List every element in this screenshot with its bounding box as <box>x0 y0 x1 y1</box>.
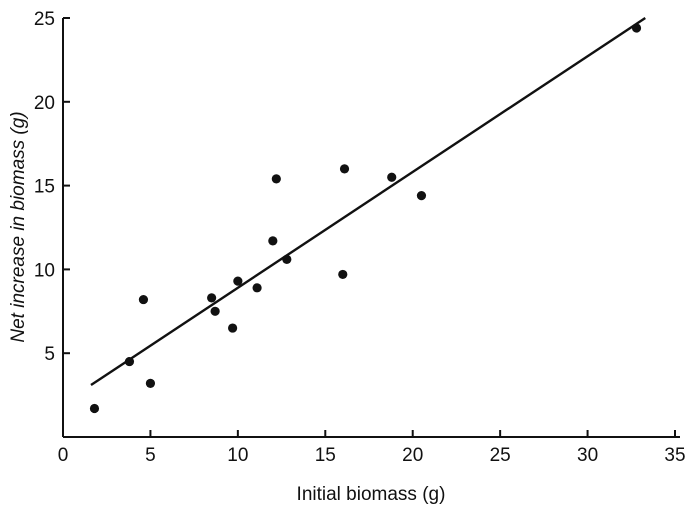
x-axis-title: Initial biomass (g) <box>297 484 446 505</box>
data-point <box>124 356 135 367</box>
x-tick-label: 0 <box>58 445 69 466</box>
y-axis-title: Net increase in biomass (g) <box>8 111 29 342</box>
x-tick-label: 5 <box>145 445 156 466</box>
data-point <box>89 403 100 414</box>
x-axis: 0 5 10 15 20 25 30 35 Initial biomass (g) <box>58 430 686 505</box>
y-ticks: 5 10 15 20 25 <box>34 9 70 365</box>
y-tick-label: 5 <box>44 344 55 365</box>
data-point <box>416 191 427 201</box>
data-point <box>282 254 292 264</box>
x-ticks: 0 5 10 15 20 25 30 35 <box>58 430 686 466</box>
data-point <box>271 174 281 184</box>
data-point <box>339 164 350 174</box>
data-point <box>338 269 348 280</box>
data-point <box>210 306 220 316</box>
x-tick-label: 10 <box>227 445 248 466</box>
data-point <box>631 23 642 33</box>
x-tick-label: 35 <box>664 445 685 466</box>
data-point <box>207 293 217 303</box>
y-axis: 5 10 15 20 25 Net increase in biomass (g) <box>8 9 70 437</box>
regression-line <box>90 16 646 387</box>
data-point <box>138 294 149 305</box>
y-tick-label: 20 <box>34 93 55 114</box>
data-point <box>268 236 278 246</box>
x-tick-label: 30 <box>577 445 598 466</box>
x-tick-label: 25 <box>490 445 511 466</box>
data-point <box>387 172 397 182</box>
x-tick-label: 15 <box>315 445 336 466</box>
data-point <box>233 276 243 286</box>
y-tick-label: 25 <box>34 9 55 30</box>
data-point <box>252 283 262 293</box>
y-tick-label: 10 <box>34 260 55 281</box>
y-tick-label: 15 <box>34 177 55 198</box>
data-points <box>89 23 642 414</box>
data-point <box>228 323 238 333</box>
plot-area <box>89 16 646 414</box>
x-tick-label: 20 <box>402 445 423 466</box>
data-point <box>145 378 156 388</box>
